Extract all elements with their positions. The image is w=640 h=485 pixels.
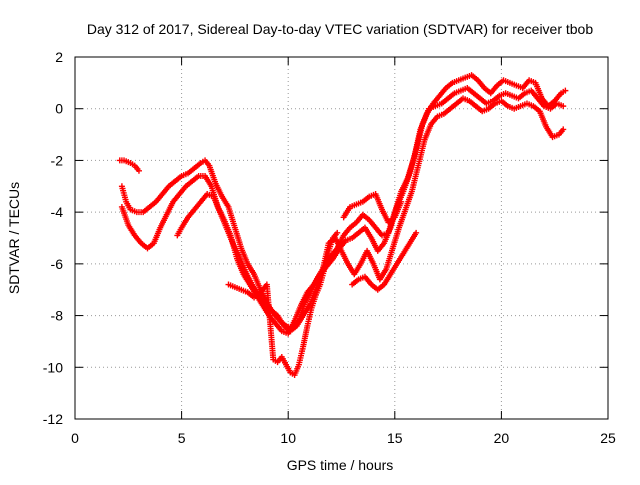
tick-labels: 0 5 10 15 20 25 -12 -10 -8 -6 -4 -2 0 2 <box>43 49 616 446</box>
x-tick-label: 25 <box>600 430 616 446</box>
x-tick-label: 10 <box>280 430 296 446</box>
plot-frame <box>74 56 609 420</box>
data-point <box>560 103 567 110</box>
y-tick-label: -12 <box>43 411 63 427</box>
data-series <box>118 85 567 337</box>
x-tick-label: 5 <box>178 430 186 446</box>
data-marks <box>116 72 569 379</box>
x-tick-label: 20 <box>494 430 510 446</box>
y-tick-label: 2 <box>55 49 63 65</box>
data-series <box>116 157 142 174</box>
data-point <box>398 198 405 205</box>
x-tick-label: 0 <box>71 430 79 446</box>
y-tick-label: -10 <box>43 359 63 375</box>
y-tick-label: -2 <box>51 152 64 168</box>
data-series <box>225 229 341 379</box>
data-point <box>413 229 420 236</box>
y-axis-label: SDTVAR / TECUs <box>6 182 22 294</box>
data-point <box>135 167 142 174</box>
x-tick-label: 15 <box>387 430 403 446</box>
chart-title: Day 312 of 2017, Sidereal Day-to-day VTE… <box>87 21 594 37</box>
data-point <box>560 126 567 133</box>
y-tick-label: -6 <box>51 256 64 272</box>
grid-lines <box>75 57 608 419</box>
y-tick-label: 0 <box>55 101 63 117</box>
y-tick-label: -8 <box>51 308 64 324</box>
data-series <box>349 229 420 293</box>
x-axis-label: GPS time / hours <box>287 457 394 473</box>
data-series <box>340 191 405 226</box>
data-point <box>562 87 569 94</box>
data-point <box>334 229 341 236</box>
y-tick-label: -4 <box>51 204 64 220</box>
